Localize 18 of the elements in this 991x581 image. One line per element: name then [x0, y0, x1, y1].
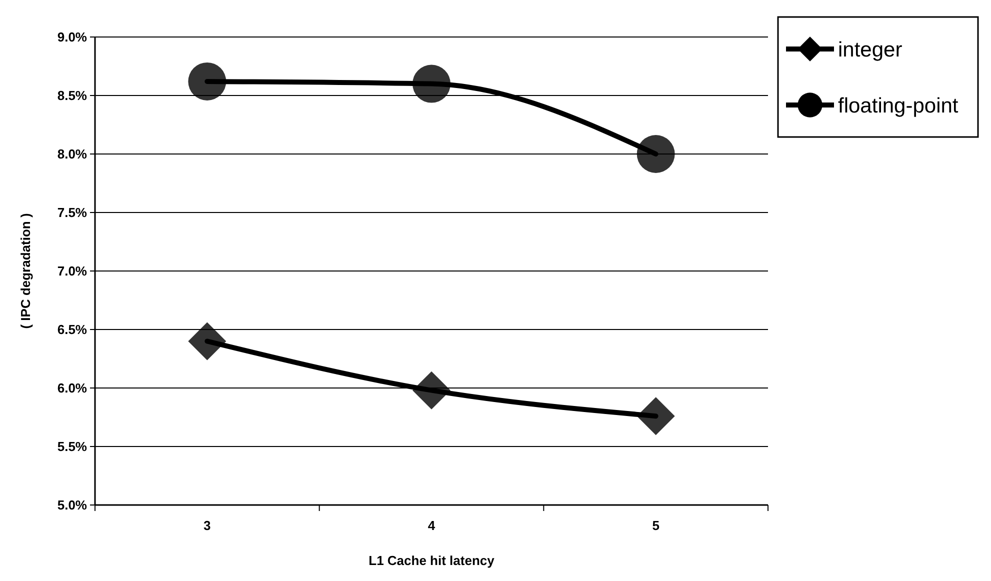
legend-label: integer	[838, 38, 902, 62]
y-tick-label: 7.5%	[57, 205, 88, 220]
y-tick-label: 9.0%	[57, 30, 88, 45]
y-tick-label: 6.5%	[57, 322, 88, 338]
x-tick-label: 3	[204, 518, 211, 533]
y-axis-title: ( IPC degradation )	[18, 213, 33, 329]
y-tick-label: 5.0%	[57, 498, 88, 513]
y-tick-label: 7.0%	[57, 264, 88, 279]
y-tick-label: 8.5%	[57, 88, 88, 104]
y-tick-label: 8.0%	[57, 146, 88, 162]
point	[188, 62, 226, 100]
x-axis-title: L1 Cache hit latency	[368, 553, 496, 568]
legend-label: floating-point	[838, 94, 958, 118]
point	[636, 135, 675, 173]
y-tick-label: 5.5%	[57, 439, 88, 454]
x-tick-label: 5	[652, 518, 660, 533]
y-tick-label: 6.0%	[57, 380, 88, 396]
x-tick-label: 4	[428, 518, 436, 533]
